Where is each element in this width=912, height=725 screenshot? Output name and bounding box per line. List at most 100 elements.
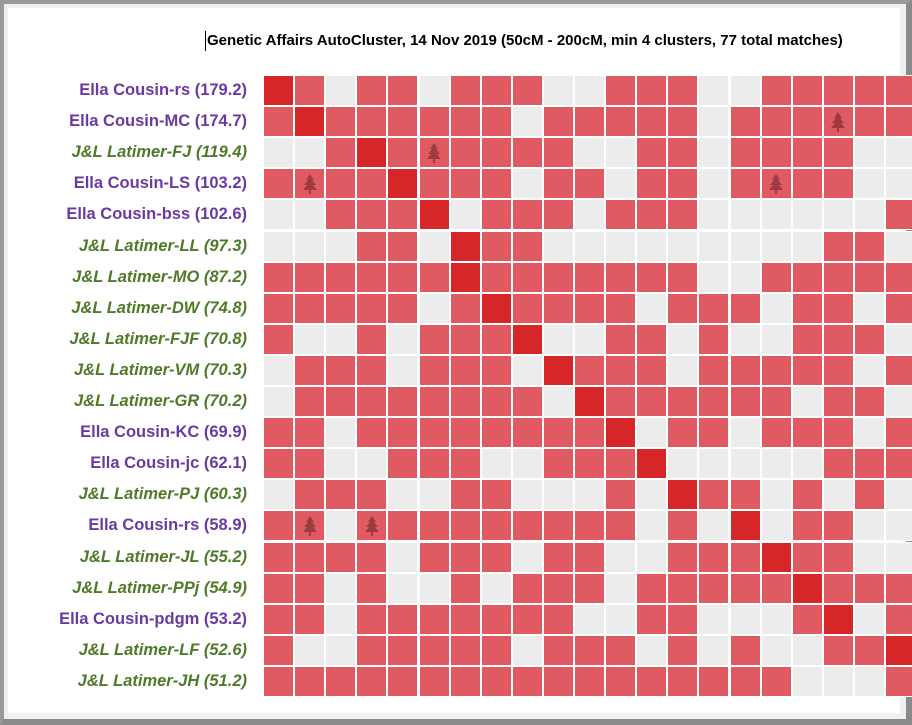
matrix-cell — [511, 354, 543, 386]
matrix-cell — [418, 354, 450, 386]
matrix-cell — [574, 354, 605, 386]
matrix-cell — [542, 168, 574, 200]
row-label: J&L Latimer-VM (70.3) — [74, 360, 247, 379]
matrix-cell — [294, 572, 326, 604]
matrix-cell — [853, 479, 885, 511]
matrix-cell — [605, 386, 637, 417]
matrix-cell — [605, 479, 637, 511]
matrix-cell — [387, 323, 419, 355]
matrix-cell — [294, 199, 326, 231]
matrix-cell — [294, 386, 326, 417]
matrix-cell — [387, 479, 419, 511]
matrix-cell — [542, 106, 574, 138]
matrix-cell — [294, 168, 326, 200]
matrix-cell — [356, 572, 388, 604]
matrix-cell — [449, 106, 481, 138]
matrix-cell — [822, 510, 854, 542]
matrix-cell — [263, 448, 294, 480]
matrix-cell — [294, 230, 326, 262]
matrix-cell — [698, 261, 730, 293]
matrix-cell — [605, 634, 637, 666]
matrix-cell — [853, 106, 885, 138]
matrix-cell — [729, 230, 761, 262]
matrix-cell — [356, 323, 388, 355]
matrix-cell — [605, 199, 637, 231]
matrix-cell — [480, 634, 512, 666]
matrix-cell — [698, 199, 730, 231]
matrix-cell — [418, 168, 450, 200]
matrix-cell — [325, 137, 357, 169]
matrix-cell — [760, 541, 792, 573]
matrix-cell — [885, 199, 912, 231]
matrix-cell — [822, 541, 854, 573]
matrix-cell — [387, 386, 419, 417]
matrix-cell — [885, 168, 912, 200]
tree-icon — [762, 169, 791, 198]
matrix-cell — [449, 634, 481, 666]
matrix-cell — [667, 386, 699, 417]
matrix-cell — [418, 199, 450, 231]
row-label: Ella Cousin-rs (58.9) — [88, 516, 247, 535]
matrix-cell — [605, 323, 637, 355]
matrix-cell — [480, 386, 512, 417]
matrix-cell — [356, 479, 388, 511]
row-label: J&L Latimer-PJ (60.3) — [78, 485, 247, 504]
matrix-cell — [885, 137, 912, 169]
matrix-cell — [542, 634, 574, 666]
matrix-cell — [574, 417, 605, 449]
matrix-cell — [729, 417, 761, 449]
matrix-cell — [791, 572, 823, 604]
matrix-cell — [263, 386, 294, 417]
matrix-cell — [542, 323, 574, 355]
matrix-cell — [356, 106, 388, 138]
matrix-cell — [387, 634, 419, 666]
matrix-cell — [853, 510, 885, 542]
matrix-cell — [263, 292, 294, 324]
matrix-cell — [636, 541, 668, 573]
matrix-cell — [822, 75, 854, 106]
matrix-cell — [605, 572, 637, 604]
matrix-cell — [698, 354, 730, 386]
matrix-cell — [542, 603, 574, 635]
matrix-cell — [356, 386, 388, 417]
matrix-cell — [356, 634, 388, 666]
matrix-cell — [791, 386, 823, 417]
matrix-cell — [885, 448, 912, 480]
matrix-cell — [760, 479, 792, 511]
matrix-cell — [294, 510, 326, 542]
matrix-cell — [387, 292, 419, 324]
matrix-cell — [542, 199, 574, 231]
matrix-cell — [822, 292, 854, 324]
matrix-cell — [853, 75, 885, 106]
matrix-cell — [636, 261, 668, 293]
matrix-cell — [418, 137, 450, 169]
matrix-cell — [760, 603, 792, 635]
matrix-cell — [325, 510, 357, 542]
matrix-cell — [791, 541, 823, 573]
matrix-cell — [574, 106, 605, 138]
matrix-cell — [356, 137, 388, 169]
matrix-cell — [885, 106, 912, 138]
matrix-cell — [885, 634, 912, 666]
matrix-cell — [853, 137, 885, 169]
matrix-cell — [605, 510, 637, 542]
matrix-cell — [511, 261, 543, 293]
matrix-cell — [760, 665, 792, 697]
matrix-cell — [667, 261, 699, 293]
matrix-cell — [729, 137, 761, 169]
matrix-cell — [667, 541, 699, 573]
matrix-cell — [791, 448, 823, 480]
row-label: Ella Cousin-rs (179.2) — [79, 81, 247, 99]
matrix-cell — [511, 665, 543, 697]
matrix-cell — [418, 448, 450, 480]
matrix-cell — [760, 168, 792, 200]
row-label: Ella Cousin-pdgm (53.2) — [59, 609, 247, 628]
row-label: J&L Latimer-PPj (54.9) — [72, 578, 247, 597]
matrix-cell — [605, 354, 637, 386]
matrix-cell — [263, 323, 294, 355]
matrix-cell — [325, 168, 357, 200]
matrix-cell — [511, 479, 543, 511]
matrix-cell — [636, 386, 668, 417]
matrix-cell — [542, 261, 574, 293]
matrix-cell — [511, 510, 543, 542]
